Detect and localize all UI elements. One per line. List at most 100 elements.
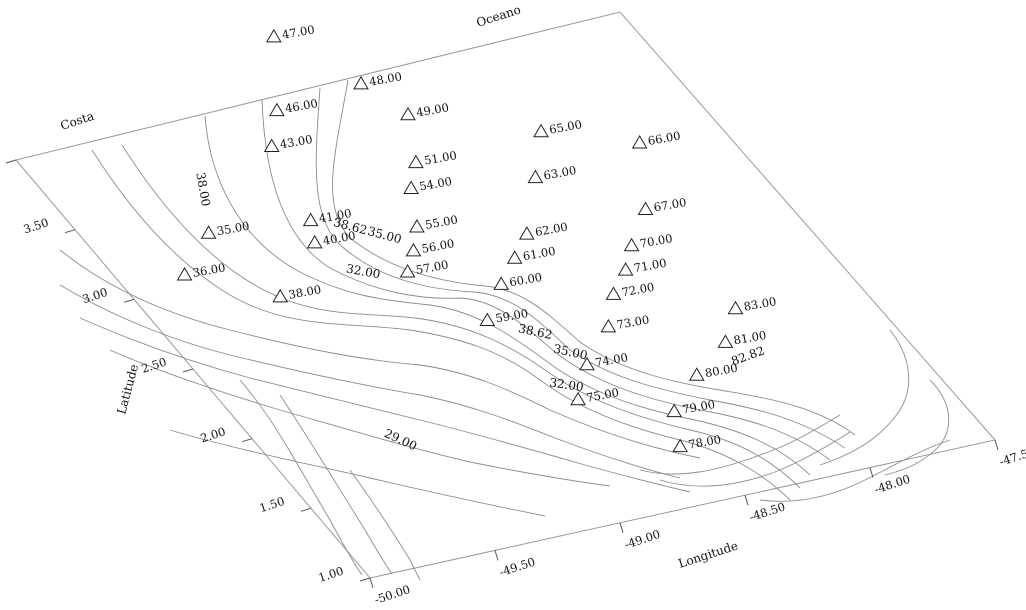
station-marker: 71.00 (617, 256, 668, 276)
station-marker: 70.00 (623, 231, 674, 252)
contour-line (261, 99, 831, 461)
station-marker: 74.00 (579, 350, 629, 371)
station-marker: 73.00 (600, 312, 650, 333)
triangle-marker (666, 403, 683, 418)
triangle-marker (617, 262, 634, 276)
station-label: 63.00 (542, 163, 577, 183)
contour-value-label: 32.00 (345, 262, 381, 282)
triangle-marker (631, 135, 648, 149)
contour-line (884, 379, 950, 476)
station-marker: 51.00 (408, 148, 458, 169)
station-marker: 63.00 (527, 163, 577, 184)
contour-line (239, 379, 363, 576)
station-marker: 78.00 (672, 432, 722, 453)
station-label: 47.00 (281, 22, 316, 42)
station-marker: 66.00 (631, 128, 682, 149)
station-label: 67.00 (653, 195, 688, 215)
triangle-marker (518, 226, 535, 240)
triangle-marker (727, 300, 744, 315)
station-markers: 47.00 48.00 46.00 49.00 65.00 66.00 43.00 51.00… (176, 22, 777, 453)
triangle-marker (717, 334, 734, 348)
station-label: 35.00 (216, 219, 251, 239)
contour-line (121, 144, 801, 489)
station-marker: 75.00 (570, 385, 620, 406)
contour-lines (59, 79, 951, 581)
contour-value-label: 32.00 (549, 375, 585, 394)
station-label: 36.00 (192, 260, 227, 280)
station-label: 40.00 (322, 228, 357, 248)
y-tick-mark (300, 507, 312, 512)
station-label: 55.00 (424, 212, 459, 232)
triangle-marker (405, 242, 422, 257)
station-marker: 61.00 (506, 244, 557, 264)
triangle-marker (479, 312, 496, 327)
triangle-marker (399, 264, 416, 278)
station-label: 56.00 (421, 236, 456, 256)
y-axis-title: Latitude (114, 363, 141, 416)
y-tick-label: 3.00 (81, 285, 110, 306)
plot-frame (15, 11, 996, 579)
station-marker: 47.00 (265, 22, 316, 43)
station-label: 81.00 (732, 328, 767, 348)
station-marker: 60.00 (493, 270, 543, 290)
station-marker: 40.00 (306, 228, 357, 249)
triangle-marker (263, 138, 280, 153)
contour-value-label: 35.00 (552, 342, 589, 363)
station-marker: 56.00 (405, 236, 456, 257)
triangle-marker (200, 225, 217, 239)
y-tick-mark (359, 577, 371, 582)
x-tick-label: -48.50 (748, 499, 787, 524)
x-tick-mark (369, 577, 374, 589)
y-tick-label: 1.50 (258, 494, 287, 515)
x-tick-mark (994, 439, 999, 451)
triangle-marker (306, 234, 323, 249)
x-tick-mark (619, 522, 624, 533)
station-label: 61.00 (522, 244, 557, 264)
triangle-marker (403, 180, 419, 195)
triangle-marker (302, 212, 319, 227)
triangle-marker (400, 106, 416, 121)
triangle-marker (272, 288, 289, 303)
y-tick-mark (123, 298, 135, 303)
triangle-marker (506, 250, 523, 264)
station-label: 60.00 (508, 270, 543, 290)
station-marker: 57.00 (399, 257, 450, 278)
station-marker: 65.00 (533, 117, 583, 138)
contour-line (349, 469, 421, 581)
y-tick-label: 2.50 (140, 355, 169, 376)
y-tick-label: 3.50 (22, 215, 51, 236)
triangle-marker (600, 318, 617, 333)
station-label: 46.00 (284, 96, 319, 116)
y-tick-mark (64, 229, 76, 234)
station-label: 43.00 (279, 132, 314, 152)
station-marker: 54.00 (403, 174, 453, 195)
x-tick-label: -49.50 (498, 555, 537, 580)
triangle-marker (623, 237, 640, 252)
x-tick-mark (869, 467, 874, 478)
triangle-marker (637, 201, 654, 216)
station-label: 48.00 (368, 69, 403, 89)
y-tick-mark (182, 368, 194, 373)
x-tick-label: -49.00 (623, 527, 662, 552)
x-tick-label: -48.00 (873, 472, 912, 497)
contour-line (315, 87, 846, 449)
triangle-marker (409, 218, 425, 233)
contour-line (819, 329, 910, 466)
station-label: 72.00 (621, 280, 656, 300)
station-marker: 49.00 (400, 100, 450, 121)
y-tick-mark (241, 438, 253, 443)
station-label: 51.00 (423, 148, 458, 168)
triangle-marker (570, 391, 586, 406)
station-marker: 36.00 (176, 260, 227, 281)
contour-value-label: 29.00 (382, 426, 419, 453)
contour-line (759, 439, 951, 502)
triangle-marker (533, 123, 549, 138)
triangle-marker (493, 276, 510, 290)
contour-value-label: 38.00 (193, 171, 213, 207)
station-marker: 62.00 (518, 220, 569, 240)
x-tick-mark (744, 495, 749, 506)
station-marker: 67.00 (637, 195, 688, 216)
triangle-marker (688, 367, 705, 381)
x-tick-label: -50.00 (373, 582, 412, 607)
station-label: 66.00 (647, 128, 682, 148)
